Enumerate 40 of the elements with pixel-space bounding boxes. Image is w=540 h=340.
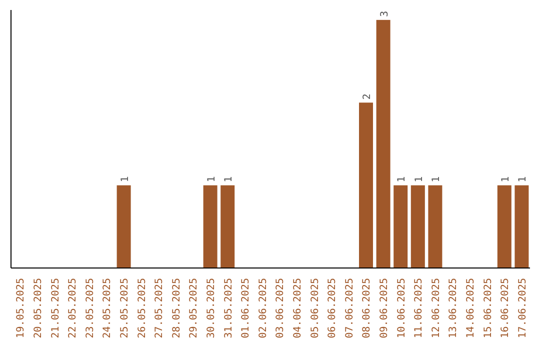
data-label: 1 <box>396 176 408 182</box>
data-label: 1 <box>206 176 218 182</box>
x-tick-label: 24.05.2025 <box>102 278 114 338</box>
x-tick-label: 30.05.2025 <box>206 278 217 338</box>
data-label: 1 <box>414 176 425 182</box>
data-label: 1 <box>224 176 235 182</box>
x-tick-label: 13.06.2025 <box>448 278 460 338</box>
x-tick-label: 14.06.2025 <box>465 278 476 338</box>
x-tick-label: 29.05.2025 <box>188 278 200 338</box>
x-tick-label: 08.06.2025 <box>362 278 373 338</box>
x-tick-label: 27.05.2025 <box>154 278 166 338</box>
x-tick-label: 31.05.2025 <box>223 278 234 338</box>
x-tick-label: 19.05.2025 <box>16 278 27 338</box>
data-label: 1 <box>120 176 131 182</box>
x-tick-label: 10.06.2025 <box>396 278 408 338</box>
x-tick-label: 03.06.2025 <box>275 278 286 338</box>
x-tick-label: 16.06.2025 <box>500 278 512 338</box>
x-tick-label: 12.06.2025 <box>430 278 442 338</box>
data-label: 1 <box>431 176 442 182</box>
x-tick-label: 07.06.2025 <box>344 278 356 338</box>
x-tick-label: 17.06.2025 <box>517 278 528 338</box>
x-tick-label: 11.06.2025 <box>414 278 425 338</box>
data-label: 1 <box>518 176 529 182</box>
x-tick-label: 15.06.2025 <box>482 278 494 338</box>
x-tick-label: 05.06.2025 <box>310 278 321 338</box>
x-tick-label: 22.05.2025 <box>68 278 79 338</box>
x-tick-label: 25.05.2025 <box>119 278 130 338</box>
x-tick-label: 21.05.2025 <box>50 278 62 338</box>
data-label: 3 <box>379 10 390 17</box>
x-tick-label: 28.05.2025 <box>171 278 182 338</box>
data-label: 2 <box>362 94 373 100</box>
data-label: 1 <box>500 176 512 182</box>
x-tick-label: 04.06.2025 <box>292 278 304 338</box>
x-tick-label: 02.06.2025 <box>258 278 269 338</box>
x-tick-label: 01.06.2025 <box>240 278 252 338</box>
x-tick-label: 09.06.2025 <box>378 278 390 338</box>
x-tick-label: 26.05.2025 <box>136 278 148 338</box>
x-tick-label: 23.05.2025 <box>84 278 96 338</box>
x-tick-label: 20.05.2025 <box>32 278 44 338</box>
x-tick-label: 06.06.2025 <box>327 278 338 338</box>
